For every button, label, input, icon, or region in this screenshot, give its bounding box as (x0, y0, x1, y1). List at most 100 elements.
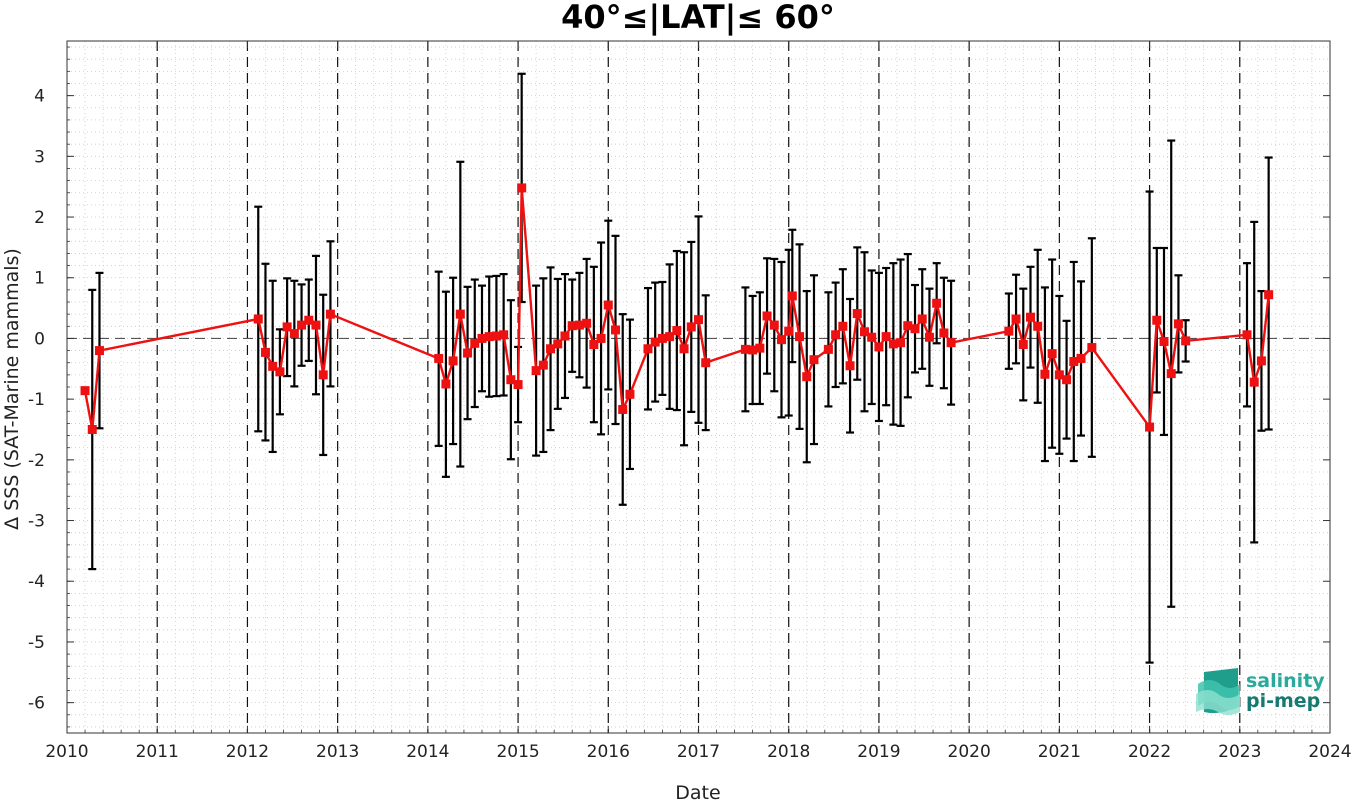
data-point (874, 342, 884, 352)
x-tick-label: 2020 (948, 742, 991, 762)
data-point (939, 328, 949, 338)
data-point (1087, 343, 1097, 353)
data-point (1249, 377, 1259, 387)
data-point (87, 424, 97, 434)
data-point (932, 298, 942, 308)
data-point (470, 338, 480, 348)
data-point (441, 379, 451, 389)
data-point (1181, 336, 1191, 346)
x-tick-label: 2017 (677, 742, 720, 762)
x-tick-label: 2022 (1128, 742, 1171, 762)
data-point (455, 309, 465, 319)
logo-waves-icon (1196, 668, 1240, 715)
y-tick-label: -6 (28, 694, 45, 714)
chart-title: 40°≤|LAT|≤ 60° (561, 0, 835, 37)
data-point (94, 346, 104, 356)
data-point (618, 404, 628, 414)
data-point (1264, 290, 1274, 300)
y-tick-label: 2 (34, 208, 45, 228)
logo-text-line2: pi-mep (1246, 690, 1320, 712)
data-point (1062, 375, 1072, 385)
data-point (325, 309, 335, 319)
data-point (546, 344, 556, 354)
data-point (318, 370, 328, 380)
y-tick-label: -1 (28, 390, 45, 410)
salinity-pi-mep-logo: salinity pi-mep (1196, 668, 1325, 715)
x-tick-label: 2023 (1218, 742, 1261, 762)
y-tick-label: 3 (34, 147, 45, 167)
data-point (1152, 315, 1162, 325)
data-point (672, 326, 682, 336)
data-point (268, 361, 278, 371)
data-point (1256, 356, 1266, 366)
data-point (289, 329, 299, 339)
x-tick-label: 2014 (406, 742, 449, 762)
data-point (946, 338, 956, 348)
data-point (924, 332, 934, 342)
x-axis-ticks: 2010 2011 2012 2013 2014 2015 2016 2017 2018 2019… (45, 41, 1352, 762)
data-point (701, 358, 711, 368)
data-point (831, 330, 841, 340)
data-point (560, 331, 570, 341)
data-point (917, 314, 927, 324)
data-point (1173, 319, 1183, 329)
data-point (852, 309, 862, 319)
data-point (506, 375, 516, 385)
y-tick-label: -4 (28, 572, 45, 592)
y-tick-label: 4 (34, 87, 45, 107)
data-point (553, 339, 563, 349)
data-point (611, 325, 621, 335)
x-tick-label: 2024 (1308, 742, 1351, 762)
data-point (304, 315, 314, 325)
data-point (1025, 312, 1035, 322)
data-point (845, 361, 855, 371)
data-point (596, 333, 606, 343)
data-point (275, 367, 285, 377)
data-point (538, 360, 548, 370)
data-point (755, 343, 765, 353)
data-point (1242, 330, 1252, 340)
y-axis-ticks: -6 -5 -4 -3 -2 -1 0 1 2 3 4 (28, 46, 1330, 728)
x-tick-label: 2011 (136, 742, 179, 762)
data-point (517, 183, 527, 193)
data-point (589, 340, 599, 350)
x-tick-label: 2015 (496, 742, 539, 762)
data-point (784, 326, 794, 336)
x-tick-label: 2019 (857, 742, 900, 762)
data-point (910, 324, 920, 334)
data-point (1054, 370, 1064, 380)
y-axis-label: Δ SSS (SAT-Marine mammals) (1, 248, 23, 530)
data-point (694, 315, 703, 325)
series-markers (80, 183, 1274, 434)
data-point (643, 344, 653, 354)
data-point (448, 356, 458, 366)
data-point (1018, 340, 1028, 350)
data-point (686, 322, 696, 332)
x-tick-label: 2012 (226, 742, 269, 762)
data-point (881, 332, 891, 342)
data-point (665, 332, 675, 342)
data-point (1004, 326, 1014, 336)
data-point (769, 320, 779, 330)
data-point (859, 327, 869, 337)
data-point (1076, 353, 1086, 363)
x-axis-label: Date (675, 782, 720, 801)
data-point (1040, 369, 1050, 379)
data-point (463, 348, 473, 358)
data-point (809, 355, 819, 365)
data-point (1145, 422, 1155, 432)
data-point (1159, 336, 1169, 346)
grid-layer (67, 41, 1330, 733)
x-tick-label: 2018 (767, 742, 810, 762)
data-point (531, 366, 541, 376)
data-point (625, 389, 635, 399)
data-point (762, 311, 772, 321)
data-point (776, 335, 786, 345)
y-tick-label: 1 (34, 269, 45, 289)
logo-text-line1: salinity (1246, 670, 1325, 692)
data-point (499, 330, 509, 340)
data-point (802, 372, 812, 382)
data-point (1033, 321, 1043, 331)
data-point (1011, 314, 1021, 324)
